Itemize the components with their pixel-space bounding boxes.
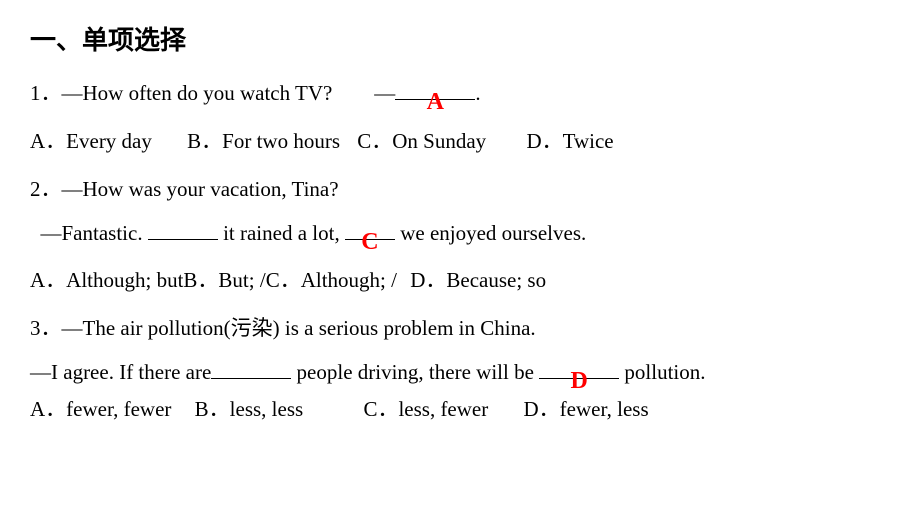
q1-stem-after: . [475,81,480,105]
section-heading: 一、单项选择 [30,20,890,57]
q2-answer: C [361,229,378,256]
q1-answer: A [427,89,444,116]
q3-stem-b: people driving, there will be [291,360,539,384]
q2-stem-line1: 2．—How was your vacation, Tina? [30,173,890,203]
q2-option-c: C．Although; / [266,264,397,294]
q3-option-a: A．fewer, fewer [30,393,171,423]
q2-stem-b: it rained a lot, [218,221,345,245]
q3-option-b: B．less, less [195,393,304,423]
q2-blank2: C [345,239,395,240]
q3-blank2: D [539,378,619,379]
q1-option-a: A．Every day [30,125,152,155]
q3-stem-c: pollution. [619,360,705,384]
q3-answer: D [570,368,587,395]
q1-stem: 1．—How often do you watch TV? —A. [30,77,890,107]
q3-option-c: C．less, fewer [363,393,488,423]
q1-blank: A [395,99,475,100]
q2-option-d: D．Because; so [410,264,546,294]
q1-stem-before: 1．—How often do you watch TV? — [30,81,395,105]
q2-stem-c: we enjoyed ourselves. [395,221,586,245]
q3-stem-a: —I agree. If there are [30,360,211,384]
q2-option-b: B．But; / [183,264,265,294]
q3-stem-line2: —I agree. If there are people driving, t… [30,360,890,385]
q1-option-d: D．Twice [526,125,613,155]
q2-options: A．Although; butB．But; /C．Although; / D．B… [30,264,890,294]
q3-options: A．fewer, fewer B．less, less C．less, fewe… [30,393,890,423]
q3-blank1 [211,378,291,379]
q1-option-b: B．For two hours [187,125,340,155]
q2-stem-a: —Fantastic. [30,221,148,245]
q3-option-d: D．fewer, less [524,393,649,423]
q2-blank1 [148,239,218,240]
q2-option-a: A．Although; but [30,264,183,294]
q2-stem-line2: —Fantastic. it rained a lot, C we enjoye… [30,221,890,246]
q3-stem-line1: 3．—The air pollution(污染) is a serious pr… [30,312,890,342]
q1-option-c: C．On Sunday [357,125,486,155]
q1-options: A．Every day B．For two hours C．On Sunday … [30,125,890,155]
